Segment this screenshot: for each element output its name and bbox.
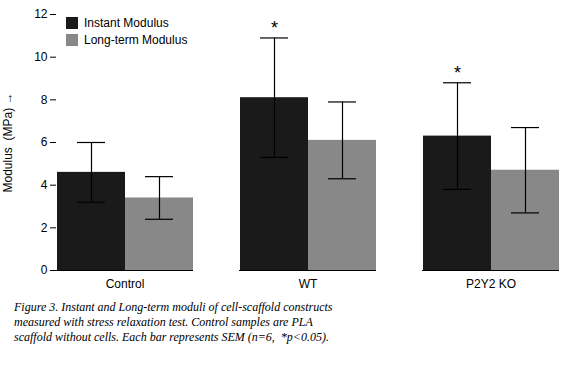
svg-text:4: 4 (41, 178, 48, 192)
html-text:Instant Modulus: Instant Modulus (84, 16, 169, 30)
svg-text:*: * (454, 63, 461, 83)
html-text:Long-term Modulus: Long-term Modulus (84, 33, 188, 47)
html-text:scaffold without cells. Each b: scaffold without cells. Each bar represe… (14, 330, 329, 344)
html-text:Figure 3. Instant and Long-ter: Figure 3. Instant and Long-term moduli o… (14, 300, 333, 314)
svg-text:*: * (271, 18, 278, 38)
svg-text:2: 2 (41, 221, 48, 235)
svg-text:6: 6 (41, 135, 48, 149)
svg-text:WT: WT (299, 277, 318, 291)
html-text:measured with stress relaxatio: measured with stress relaxation test. Co… (14, 315, 313, 329)
svg-text:0: 0 (41, 263, 48, 277)
svg-text:8: 8 (41, 93, 48, 107)
svg-text:12: 12 (34, 7, 48, 21)
svg-text:10: 10 (34, 50, 48, 64)
svg-text:Modulus (MPa) →: Modulus (MPa) → (1, 92, 15, 192)
svg-text:Control: Control (106, 277, 145, 291)
svg-text:P2Y2 KO: P2Y2 KO (466, 277, 516, 291)
